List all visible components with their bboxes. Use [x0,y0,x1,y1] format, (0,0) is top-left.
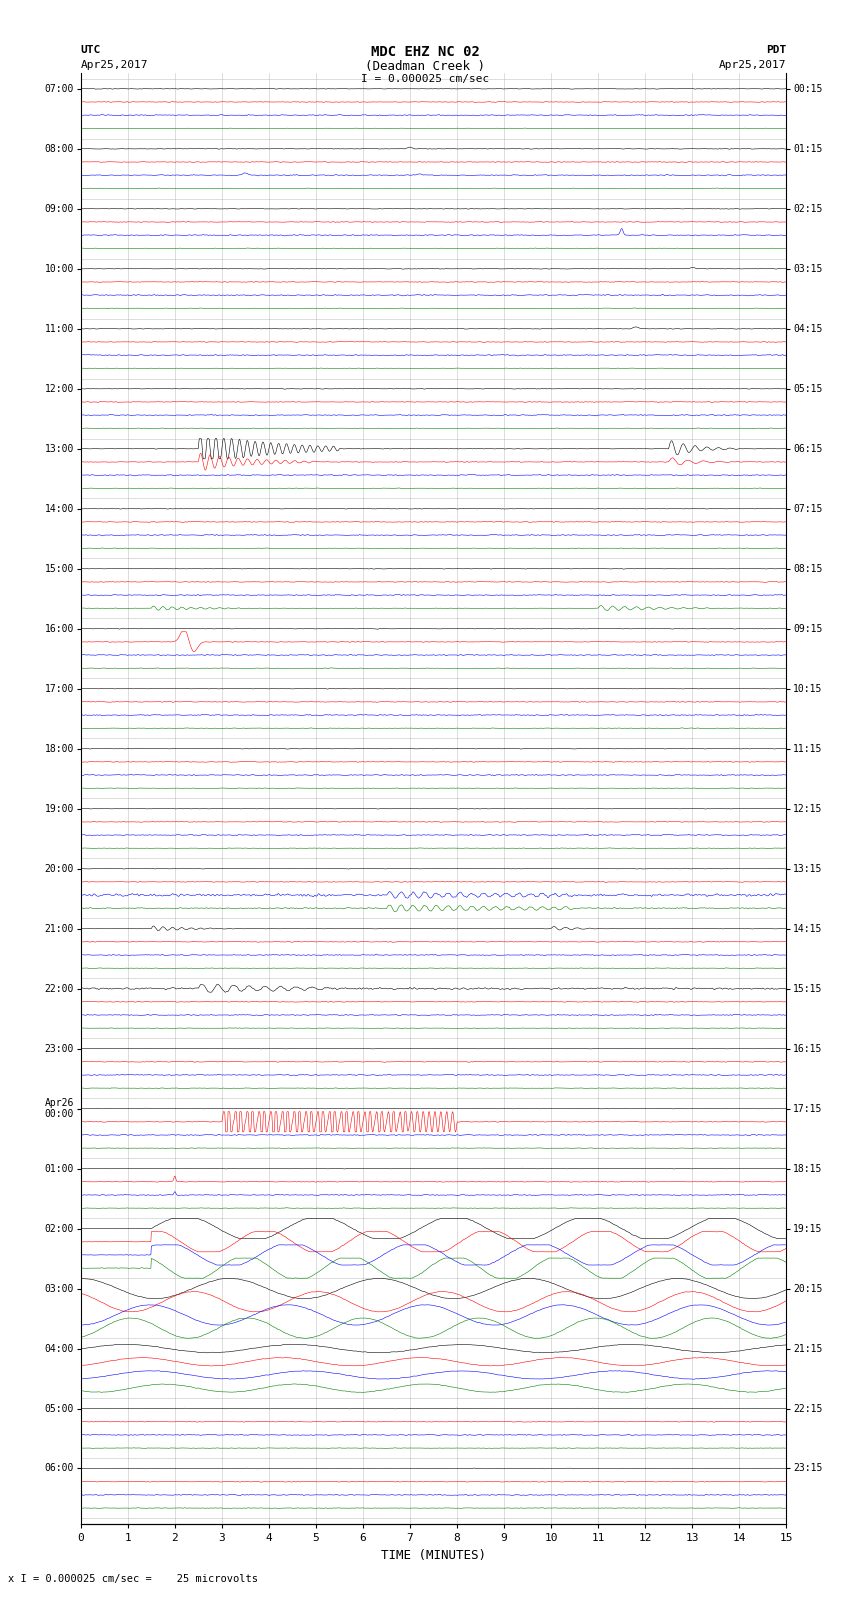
Text: x I = 0.000025 cm/sec =    25 microvolts: x I = 0.000025 cm/sec = 25 microvolts [8,1574,258,1584]
Text: MDC EHZ NC 02: MDC EHZ NC 02 [371,45,479,60]
Text: Apr25,2017: Apr25,2017 [81,60,148,69]
Text: I = 0.000025 cm/sec: I = 0.000025 cm/sec [361,74,489,84]
Text: (Deadman Creek ): (Deadman Creek ) [365,60,485,73]
Text: PDT: PDT [766,45,786,55]
Text: Apr25,2017: Apr25,2017 [719,60,786,69]
X-axis label: TIME (MINUTES): TIME (MINUTES) [381,1548,486,1561]
Text: UTC: UTC [81,45,101,55]
